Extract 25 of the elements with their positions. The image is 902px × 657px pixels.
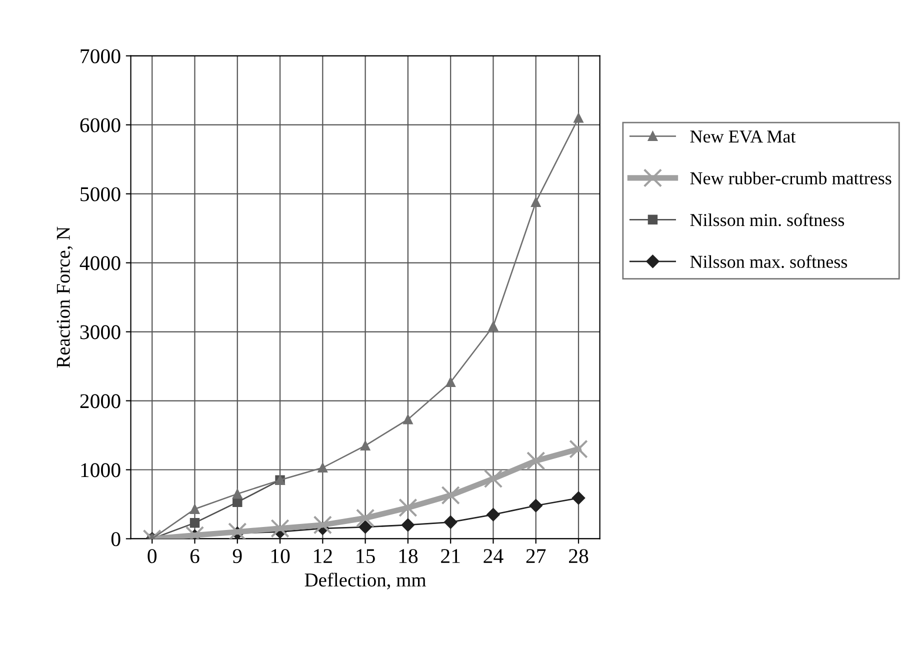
y-tick-label: 3000 (80, 325, 120, 340)
x-tick-label: 15 (356, 549, 375, 564)
y-tick-label: 0 (111, 532, 120, 546)
x-tick-label: 24 (484, 549, 504, 563)
y-axis-title: Reaction Force, N (56, 226, 73, 368)
y-tick-label: 5000 (80, 187, 120, 202)
x-axis-title: Deflection, mm (304, 572, 426, 590)
x-tick-label: 0 (148, 549, 157, 564)
x-tick-label: 21 (441, 549, 460, 563)
x-tick-label: 28 (569, 549, 588, 564)
x-tick-label: 27 (526, 549, 546, 563)
y-tick-label: 7000 (80, 49, 120, 64)
legend-label: New rubber-crumb mattress (690, 172, 892, 184)
x-tick-label: 6 (190, 549, 200, 564)
x-tick-label: 10 (271, 549, 290, 564)
legend-label: New EVA Mat (690, 130, 796, 143)
y-tick-label: 4000 (80, 256, 120, 270)
x-tick-label: 9 (232, 549, 242, 564)
y-tick-label: 1000 (81, 463, 120, 478)
legend-label: Nilsson max. softness (690, 255, 848, 268)
x-tick-label: 12 (314, 549, 332, 563)
x-tick-label: 18 (399, 549, 418, 564)
y-tick-label: 6000 (80, 118, 120, 132)
legend-label: Nilsson min. softness (690, 213, 844, 226)
y-tick-label: 2000 (80, 394, 120, 408)
